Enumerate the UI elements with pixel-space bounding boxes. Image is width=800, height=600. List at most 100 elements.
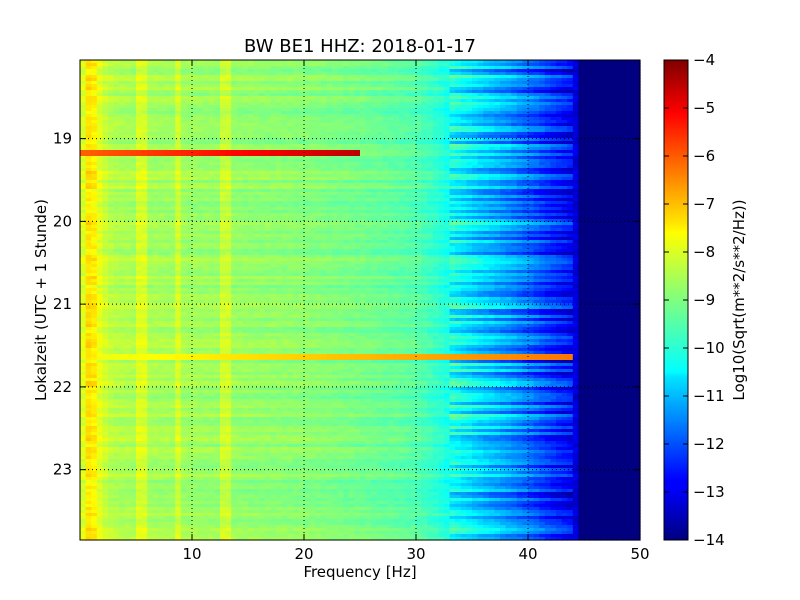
heatmap-cell [175, 108, 182, 112]
heatmap-cell [556, 66, 563, 70]
heatmap-cell [287, 138, 294, 142]
heatmap-cell [628, 72, 635, 76]
heatmap-cell [298, 132, 305, 136]
heatmap-cell [516, 126, 523, 130]
heatmap-cell [292, 90, 299, 94]
heatmap-cell [533, 105, 540, 109]
heatmap-cell [376, 147, 383, 151]
heatmap-cell [80, 60, 87, 64]
heatmap-cell [544, 60, 551, 64]
heatmap-cell [214, 114, 221, 118]
heatmap-cell [544, 102, 551, 106]
heatmap-cell [404, 117, 411, 121]
heatmap-cell [511, 147, 518, 151]
heatmap-cell [505, 153, 512, 157]
heatmap-cell [91, 99, 98, 103]
heatmap-cell [488, 99, 495, 103]
heatmap-cell [544, 150, 551, 154]
heatmap-cell [427, 129, 434, 133]
heatmap-cell [136, 120, 143, 124]
heatmap-cell [304, 84, 311, 88]
heatmap-cell [460, 69, 467, 73]
heatmap-cell [365, 75, 372, 79]
heatmap-cell [102, 60, 109, 64]
heatmap-cell [393, 78, 400, 82]
heatmap-cell [533, 117, 540, 121]
heatmap-cell [634, 138, 641, 142]
heatmap-cell [152, 111, 159, 115]
heatmap-cell [421, 150, 428, 154]
heatmap-cell [567, 84, 574, 88]
heatmap-cell [371, 111, 378, 115]
heatmap-cell [416, 108, 423, 112]
heatmap-cell [259, 99, 266, 103]
heatmap-cell [169, 117, 176, 121]
heatmap-cell [427, 126, 434, 130]
heatmap-cell [320, 150, 327, 154]
heatmap-cell [281, 93, 288, 97]
heatmap-cell [511, 132, 518, 136]
heatmap-cell [371, 99, 378, 103]
heatmap-cell [108, 81, 115, 85]
heatmap-cell [220, 60, 227, 64]
heatmap-cell [466, 99, 473, 103]
heatmap-cell [460, 90, 467, 94]
heatmap-cell [455, 129, 462, 133]
heatmap-cell [141, 150, 148, 154]
heatmap-cell [533, 120, 540, 124]
heatmap-cell [444, 90, 451, 94]
heatmap-cell [606, 96, 613, 100]
heatmap-cell [550, 108, 557, 112]
heatmap-cell [348, 150, 355, 154]
heatmap-cell [505, 78, 512, 82]
heatmap-cell [533, 102, 540, 106]
heatmap-cell [550, 99, 557, 103]
heatmap-cell [488, 135, 495, 139]
heatmap-cell [130, 114, 137, 118]
heatmap-cell [533, 66, 540, 70]
heatmap-cell [505, 132, 512, 136]
heatmap-cell [354, 144, 361, 148]
heatmap-cell [315, 63, 322, 67]
heatmap-cell [556, 108, 563, 112]
heatmap-cell [634, 75, 641, 79]
heatmap-cell [511, 138, 518, 142]
heatmap-cell [354, 123, 361, 127]
heatmap-cell [113, 120, 120, 124]
heatmap-cell [572, 84, 579, 88]
heatmap-cell [572, 60, 579, 64]
heatmap-cell [455, 120, 462, 124]
heatmap-cell [130, 126, 137, 130]
heatmap-cell [85, 81, 92, 85]
heatmap-cell [516, 72, 523, 76]
heatmap-cell [91, 150, 98, 154]
heatmap-cell [404, 90, 411, 94]
heatmap-cell [360, 96, 367, 100]
heatmap-cell [96, 69, 103, 73]
heatmap-cell [242, 135, 249, 139]
heatmap-cell [416, 147, 423, 151]
heatmap-cell [158, 123, 165, 127]
heatmap-cell [606, 150, 613, 154]
heatmap-cell [113, 114, 120, 118]
heatmap-cell [124, 144, 131, 148]
heatmap-cell [343, 150, 350, 154]
heatmap-cell [119, 150, 126, 154]
heatmap-cell [432, 150, 439, 154]
heatmap-cell [130, 66, 137, 70]
heatmap-cell [231, 84, 238, 88]
heatmap-cell [455, 138, 462, 142]
heatmap-cell [208, 105, 215, 109]
heatmap-cell [332, 66, 339, 70]
heatmap-cell [231, 87, 238, 91]
heatmap-cell [404, 120, 411, 124]
heatmap-cell [315, 96, 322, 100]
heatmap-cell [158, 138, 165, 142]
heatmap-cell [556, 99, 563, 103]
heatmap-cell [264, 129, 271, 133]
heatmap-cell [152, 156, 159, 160]
heatmap-cell [494, 135, 501, 139]
heatmap-cell [80, 132, 87, 136]
heatmap-cell [180, 126, 187, 130]
heatmap-cell [522, 78, 529, 82]
